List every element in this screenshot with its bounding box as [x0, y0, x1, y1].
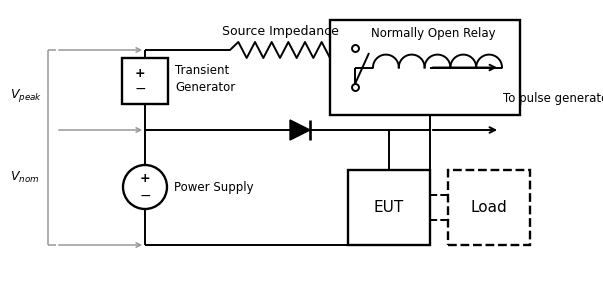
Text: Transient
Generator: Transient Generator: [175, 64, 235, 94]
Polygon shape: [290, 120, 310, 140]
Text: Normally Open Relay: Normally Open Relay: [371, 27, 495, 40]
Text: To pulse generator: To pulse generator: [503, 92, 603, 105]
Bar: [122, 58, 168, 104]
Text: −: −: [134, 82, 146, 96]
Bar: [348, 170, 430, 245]
Text: Load: Load: [470, 200, 507, 215]
Text: Power Supply: Power Supply: [174, 181, 254, 193]
Text: EUT: EUT: [374, 200, 404, 215]
Text: −: −: [139, 189, 151, 203]
Text: Source Impedance: Source Impedance: [221, 25, 338, 38]
Text: $V_{peak}$: $V_{peak}$: [10, 87, 42, 103]
Text: $V_{nom}$: $V_{nom}$: [10, 170, 39, 185]
Bar: [330, 20, 520, 115]
Text: +: +: [140, 171, 150, 185]
Text: +: +: [134, 67, 145, 80]
Bar: [448, 170, 530, 245]
